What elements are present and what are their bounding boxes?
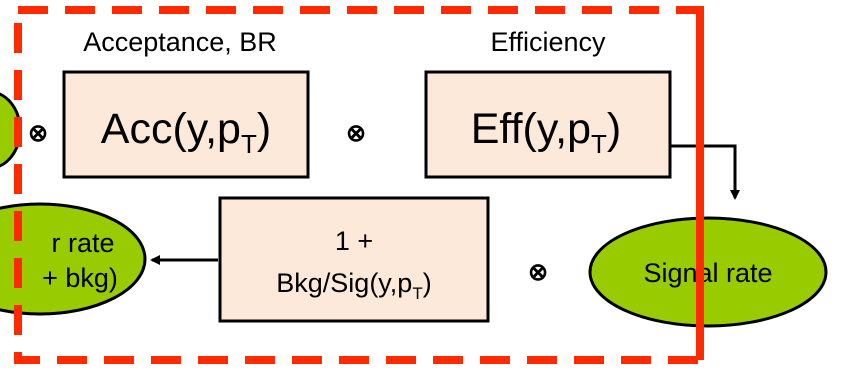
tensor-symbol-1: ⊗ [28,120,48,147]
signal-rate-ellipse [588,216,828,328]
observed-rate-ellipse [0,202,147,316]
background-box-line2: Bkg/Sig(y,pT) [276,268,431,303]
acceptance-box [62,70,310,179]
signal-rate-label: Signal rate [643,258,772,288]
observed-rate-label-line2: + bkg) [42,263,118,293]
acceptance-box-label: Acc(y,pT) [101,105,271,159]
efficiency-heading: Efficiency [490,27,606,57]
tensor-symbol-2: ⊗ [346,120,366,147]
efficiency-box-label: Eff(y,pT) [471,105,622,159]
observed-rate-label-line1: r rate [51,228,114,258]
background-box-line1: 1 + [335,226,373,256]
efficiency-box [424,70,672,179]
tensor-symbol-3: ⊗ [528,259,548,286]
background-correction-box [218,196,490,323]
efficiency-to-signal-arrow [670,144,740,200]
acceptance-heading: Acceptance, BR [83,27,277,57]
